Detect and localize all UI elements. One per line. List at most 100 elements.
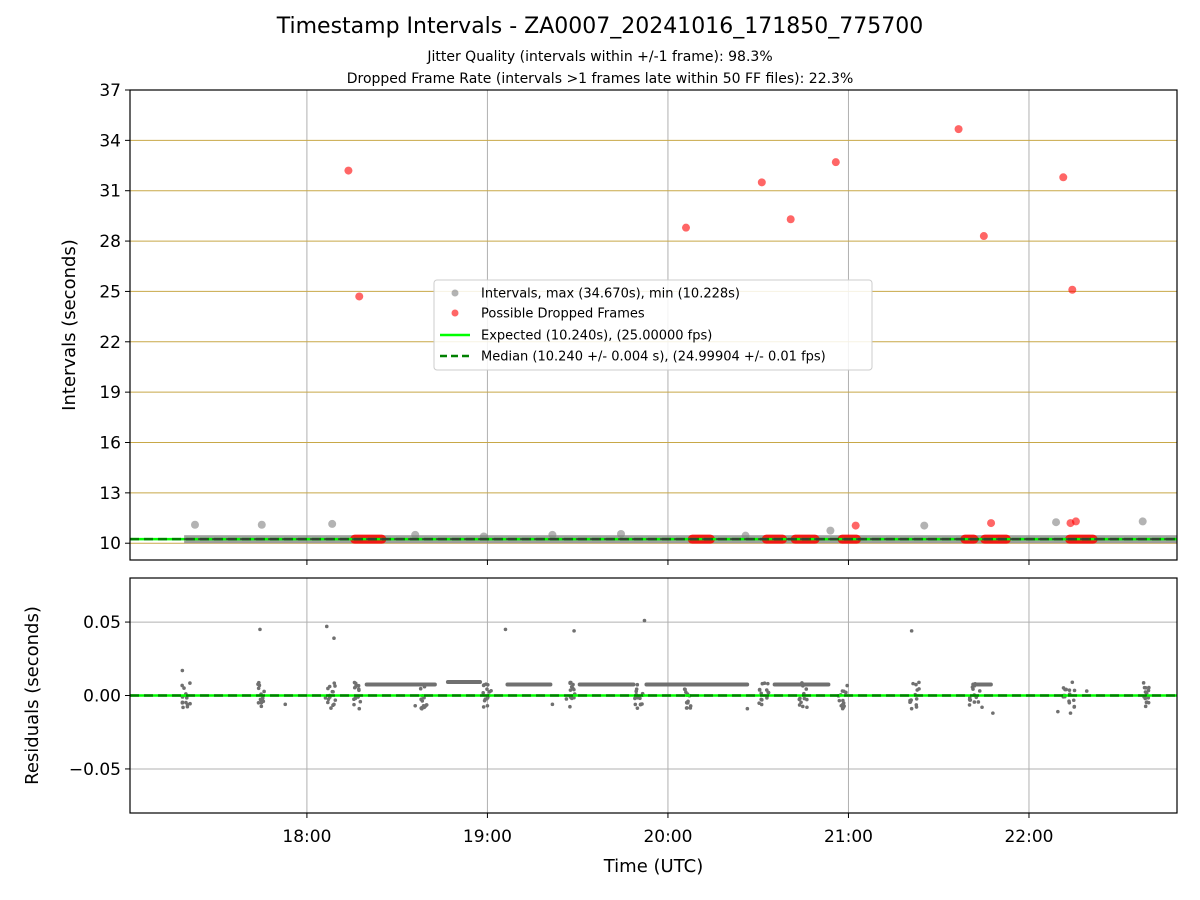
residual-cluster-7-point-11 xyxy=(635,695,640,700)
residual-point-24 xyxy=(1063,687,1067,692)
residual-cluster-3-point-5 xyxy=(352,680,357,685)
dropped-frame-point-13 xyxy=(1071,517,1080,526)
residual-point-25 xyxy=(1084,689,1089,693)
dropped-frame-point-2 xyxy=(681,223,690,232)
residual-cluster-8-point-13 xyxy=(684,690,688,694)
dropped-frame-point-8 xyxy=(979,232,988,241)
residual-cluster-10-point-11 xyxy=(799,700,803,705)
interval-point-6 xyxy=(617,529,626,538)
residual-cluster-15-point-6 xyxy=(1142,685,1147,690)
residual-point-21 xyxy=(1056,709,1060,714)
residual-cluster-6-point-2 xyxy=(568,688,573,692)
dropped-frame-point-11 xyxy=(1068,285,1077,294)
residual-point-3 xyxy=(503,627,508,632)
residual-cluster-1-point-13 xyxy=(259,704,264,709)
residual-cluster-7-point-8 xyxy=(635,682,640,687)
intervals-ytick-label-6: 28 xyxy=(99,232,121,252)
interval-point-3 xyxy=(411,530,420,539)
residual-cluster-6-point-12 xyxy=(564,697,569,701)
jitter-quality-subtitle: Jitter Quality (intervals within +/-1 fr… xyxy=(427,49,773,65)
residual-cluster-2-point-12 xyxy=(329,706,333,710)
dropped-frame-rate-subtitle: Dropped Frame Rate (intervals >1 frames … xyxy=(346,71,854,87)
residual-band-1 xyxy=(445,679,483,684)
residual-point-4 xyxy=(572,629,576,633)
residual-cluster-11-point-11 xyxy=(837,698,842,703)
chart-title: Timestamp Intervals - ZA0007_20241016_17… xyxy=(276,14,924,39)
residual-band-0 xyxy=(364,682,437,687)
residual-cluster-9-point-7 xyxy=(759,702,764,707)
residual-cluster-1-point-5 xyxy=(256,686,261,691)
dropped-frame-point-6 xyxy=(851,521,860,530)
residual-cluster-4-point-7 xyxy=(420,699,425,703)
interval-point-0 xyxy=(190,520,199,529)
residual-cluster-7-point-5 xyxy=(633,696,637,701)
residual-cluster-9-point-13 xyxy=(760,698,764,702)
residual-cluster-4-point-12 xyxy=(422,695,426,700)
interval-point-11 xyxy=(1138,517,1147,526)
residual-point-17 xyxy=(805,705,809,710)
residual-cluster-12-point-12 xyxy=(908,700,913,704)
residual-cluster-14-point-13 xyxy=(1072,704,1077,709)
residual-point-5 xyxy=(642,618,647,623)
residual-cluster-14-point-2 xyxy=(1072,688,1077,693)
residuals-xlabel: Time (UTC) xyxy=(603,856,704,877)
residual-cluster-2-point-11 xyxy=(331,689,335,694)
residual-cluster-2-point-0 xyxy=(323,696,328,700)
residuals-ytick-label-1: 0.00 xyxy=(83,687,121,707)
residual-cluster-9-point-11 xyxy=(757,688,762,692)
residual-cluster-15-point-4 xyxy=(1146,695,1151,700)
residual-point-9 xyxy=(283,702,288,707)
residual-cluster-5-point-5 xyxy=(481,705,486,709)
residual-cluster-3-point-9 xyxy=(358,699,363,704)
residual-cluster-7-point-3 xyxy=(635,706,640,710)
residual-cluster-15-point-12 xyxy=(1141,681,1146,685)
residual-cluster-4-point-11 xyxy=(421,704,426,708)
residual-cluster-13-point-9 xyxy=(971,687,975,691)
intervals-axes-frame xyxy=(129,89,1178,561)
residual-cluster-14-point-6 xyxy=(1067,699,1071,704)
residual-cluster-9-point-10 xyxy=(759,691,763,696)
residual-point-22 xyxy=(1068,711,1073,715)
residual-cluster-12-point-6 xyxy=(914,697,919,701)
residual-cluster-4-point-2 xyxy=(422,684,427,689)
intervals-ytick-label-1: 13 xyxy=(99,484,121,504)
residual-point-20 xyxy=(991,711,995,715)
residual-point-19 xyxy=(980,705,984,710)
residual-cluster-2-point-9 xyxy=(332,681,337,685)
residual-point-12 xyxy=(413,703,418,708)
residual-cluster-8-point-7 xyxy=(685,706,689,710)
residual-cluster-15-point-0 xyxy=(1147,685,1151,690)
residual-cluster-4-point-13 xyxy=(418,686,423,691)
residual-point-0 xyxy=(258,627,262,632)
residuals-xtick-label-2: 20:00 xyxy=(643,827,692,847)
residual-cluster-9-point-0 xyxy=(766,681,770,686)
residual-cluster-12-point-3 xyxy=(914,682,918,687)
residual-cluster-3-point-3 xyxy=(352,697,356,702)
residuals-xtick-label-4: 22:00 xyxy=(1004,827,1053,847)
residual-cluster-7-point-7 xyxy=(634,687,639,691)
residual-cluster-1-point-10 xyxy=(260,696,265,700)
residual-point-14 xyxy=(550,702,555,707)
residual-cluster-14-point-8 xyxy=(1071,698,1076,703)
intervals-ytick-label-8: 34 xyxy=(99,131,121,151)
intervals-ytick-label-0: 10 xyxy=(99,534,121,554)
residuals-ytick-label-2: −0.05 xyxy=(69,760,121,780)
residual-point-18 xyxy=(839,703,844,708)
residual-cluster-10-point-7 xyxy=(803,682,808,687)
residual-cluster-11-point-5 xyxy=(841,701,846,705)
residual-cluster-0-point-3 xyxy=(180,683,184,688)
residual-cluster-4-point-9 xyxy=(420,706,424,711)
interval-point-8 xyxy=(826,526,835,535)
residual-cluster-12-point-9 xyxy=(915,688,920,692)
residual-cluster-10-point-8 xyxy=(801,684,805,688)
residual-cluster-6-point-6 xyxy=(568,704,572,709)
residual-cluster-15-point-3 xyxy=(1146,688,1151,693)
residual-cluster-2-point-13 xyxy=(326,697,331,702)
residual-cluster-3-point-12 xyxy=(356,683,361,688)
legend-marker-dropped xyxy=(451,309,459,317)
intervals-ylabel: Intervals (seconds) xyxy=(59,239,80,411)
intervals-ytick-label-5: 25 xyxy=(99,282,121,302)
dropped-frame-point-10 xyxy=(1059,173,1068,182)
residual-cluster-11-point-10 xyxy=(842,704,846,708)
